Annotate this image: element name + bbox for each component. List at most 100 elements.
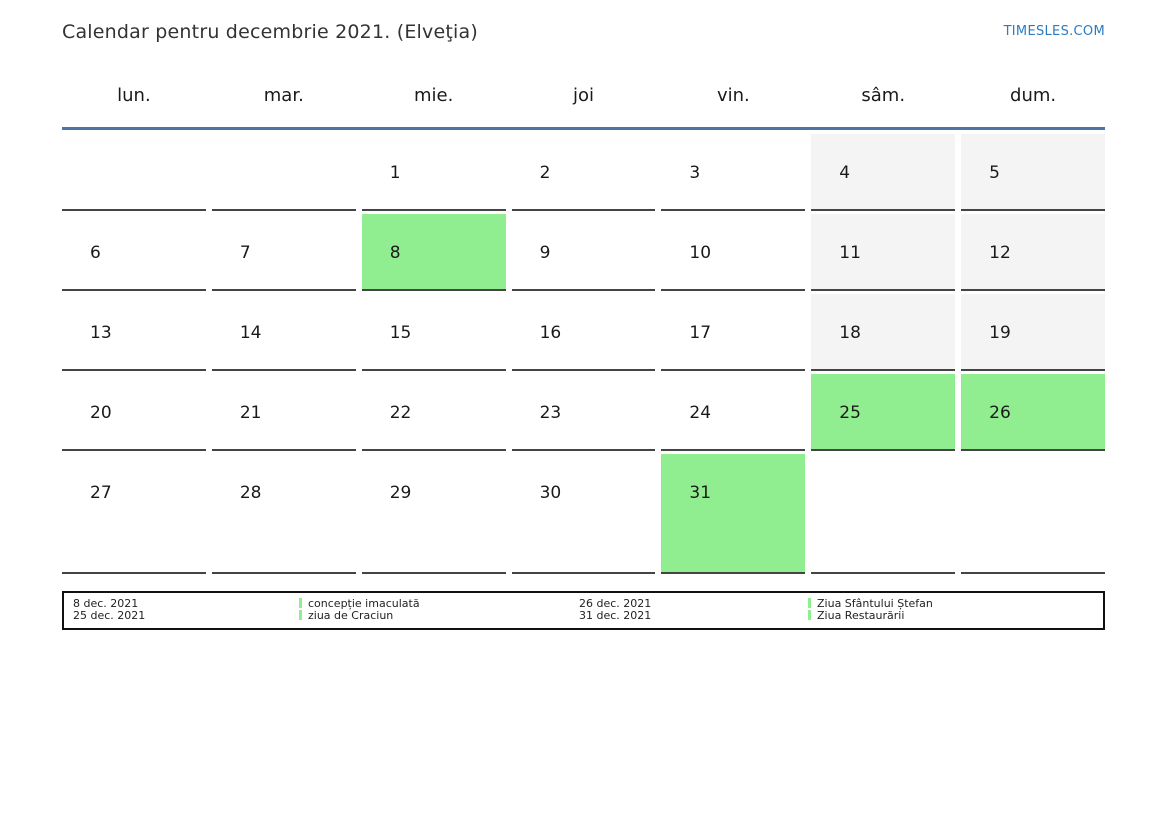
weekday-header-dum: dum. — [1010, 85, 1057, 106]
empty-cell — [211, 134, 356, 211]
day-cell-9: 9 — [511, 214, 656, 291]
day-number: 20 — [90, 403, 112, 423]
calendar-page: Calendar pentru decembrie 2021. (Elveţia… — [62, 0, 1105, 630]
day-cell-23: 23 — [511, 374, 656, 451]
holiday-marker-icon — [299, 610, 302, 620]
top-bar: Calendar pentru decembrie 2021. (Elveţia… — [62, 21, 1105, 43]
day-cell-15: 15 — [361, 294, 506, 371]
empty-cell — [62, 134, 206, 211]
day-cell-8: 8 — [361, 214, 506, 291]
legend-date: 31 dec. 2021 — [579, 609, 652, 622]
day-cell-25: 25 — [811, 374, 956, 451]
day-cell-3: 3 — [661, 134, 806, 211]
day-number: 26 — [989, 403, 1011, 423]
weekday-header-mie: mie. — [413, 85, 454, 106]
day-cell-22: 22 — [361, 374, 506, 451]
legend-label: ziua de Craciun — [308, 609, 394, 622]
legend-item: Ziua Sfântului Ștefan — [808, 598, 1103, 610]
day-number: 25 — [839, 403, 861, 423]
empty-cell — [961, 454, 1105, 574]
legend-dates-column-1: 8 dec. 2021 25 dec. 2021 — [73, 598, 299, 622]
day-number: 5 — [989, 163, 1000, 183]
day-cell-16: 16 — [511, 294, 656, 371]
legend-item: ziua de Craciun — [299, 610, 579, 622]
day-cell-14: 14 — [211, 294, 356, 371]
legend-labels-column-1: concepție imaculată ziua de Craciun — [299, 598, 579, 622]
legend-date: 8 dec. 2021 — [73, 597, 139, 610]
day-cell-13: 13 — [62, 294, 206, 371]
legend-label: Ziua Sfântului Ștefan — [817, 597, 933, 610]
day-cell-18: 18 — [811, 294, 956, 371]
legend-date: 25 dec. 2021 — [73, 609, 146, 622]
holiday-marker-icon — [808, 610, 811, 620]
day-number: 8 — [389, 243, 401, 263]
day-number: 22 — [389, 403, 412, 423]
day-number: 10 — [689, 243, 712, 263]
day-number: 23 — [539, 403, 562, 423]
day-cell-28: 28 — [211, 454, 356, 574]
day-number: 2 — [539, 163, 551, 183]
day-cell-2: 2 — [511, 134, 656, 211]
empty-cell — [811, 454, 956, 574]
day-cell-7: 7 — [211, 214, 356, 291]
day-number: 21 — [239, 403, 262, 423]
weekday-header-joi: joi — [572, 85, 594, 106]
weekday-header-sâm: sâm. — [861, 85, 906, 106]
calendar-grid: 1 2 3 4 5 6 7 8 9 10 11 12 13 14 15 16 17 18 19 20 21 22 23 24 2… — [62, 134, 1105, 574]
legend-item: concepție imaculată — [299, 598, 579, 610]
day-number: 18 — [839, 323, 861, 343]
day-cell-11: 11 — [811, 214, 956, 291]
day-number: 28 — [239, 483, 262, 503]
legend-date: 26 dec. 2021 — [579, 597, 652, 610]
legend-label: concepție imaculată — [308, 597, 420, 610]
day-number: 7 — [239, 243, 251, 263]
weekday-header-row: lun. mar. mie. joi vin. sâm. dum. — [62, 85, 1105, 130]
day-number: 14 — [239, 323, 262, 343]
legend-dates-column-2: 26 dec. 2021 31 dec. 2021 — [579, 598, 808, 622]
page-title: Calendar pentru decembrie 2021. (Elveţia… — [62, 21, 478, 43]
legend-labels-column-2: Ziua Sfântului Ștefan Ziua Restaurării — [808, 598, 1103, 622]
day-number: 9 — [539, 243, 551, 263]
day-cell-31: 31 — [661, 454, 806, 574]
timesles-link[interactable]: TIMESLES.COM — [1003, 24, 1105, 39]
day-cell-26: 26 — [961, 374, 1105, 451]
day-number: 11 — [839, 243, 861, 263]
day-number: 27 — [90, 483, 112, 503]
day-number: 29 — [389, 483, 412, 503]
day-cell-19: 19 — [961, 294, 1105, 371]
day-cell-20: 20 — [62, 374, 206, 451]
day-cell-10: 10 — [661, 214, 806, 291]
weekday-header-lun: lun. — [117, 85, 151, 106]
day-number: 30 — [539, 483, 562, 503]
day-cell-4: 4 — [811, 134, 956, 211]
day-number: 19 — [989, 323, 1011, 343]
day-cell-6: 6 — [62, 214, 206, 291]
day-cell-29: 29 — [361, 454, 506, 574]
day-number: 4 — [839, 163, 851, 183]
holiday-marker-icon — [299, 598, 302, 608]
day-cell-30: 30 — [511, 454, 656, 574]
weekday-header-vin: vin. — [716, 85, 750, 106]
legend-box: 8 dec. 2021 25 dec. 2021 concepție imacula… — [62, 591, 1105, 630]
day-cell-24: 24 — [661, 374, 806, 451]
day-cell-17: 17 — [661, 294, 806, 371]
day-cell-5: 5 — [961, 134, 1105, 211]
day-number: 6 — [90, 243, 101, 263]
day-number: 16 — [539, 323, 562, 343]
day-number: 3 — [689, 163, 701, 183]
day-number: 24 — [689, 403, 712, 423]
day-number: 12 — [989, 243, 1011, 263]
day-cell-12: 12 — [961, 214, 1105, 291]
day-cell-21: 21 — [211, 374, 356, 451]
legend-item: Ziua Restaurării — [808, 610, 1103, 622]
day-number: 13 — [90, 323, 112, 343]
day-number: 15 — [389, 323, 412, 343]
day-number: 31 — [689, 483, 712, 503]
day-number: 1 — [389, 163, 401, 183]
day-cell-27: 27 — [62, 454, 206, 574]
day-number: 17 — [689, 323, 712, 343]
weekday-header-mar: mar. — [263, 85, 304, 106]
holiday-marker-icon — [808, 598, 811, 608]
day-cell-1: 1 — [361, 134, 506, 211]
legend-label: Ziua Restaurării — [817, 609, 905, 622]
